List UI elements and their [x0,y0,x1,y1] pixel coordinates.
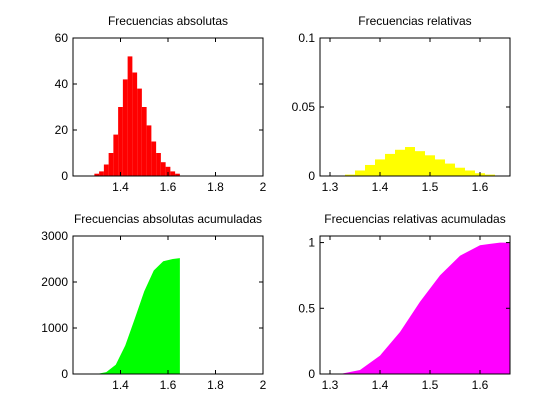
y-tick-label: 0 [61,169,68,183]
y-tick-label: 2000 [41,275,68,289]
chart-panel-3: Frecuencias absolutas acumuladas 1.4 1.6 1.… [41,212,266,392]
bar [175,173,180,176]
x-tick-label: 1.6 [160,378,177,392]
bar [385,153,395,176]
bar [160,162,166,176]
bar [465,170,475,176]
bar [345,174,355,176]
y-tick-label: 0.05 [292,100,316,114]
x-tick-label: 2 [260,180,267,194]
chart-panel-2: Frecuencias relativas 1.3 1.4 1.5 1.6 0 0.05 0.… [292,14,511,194]
y-tick-label: 40 [55,77,69,91]
x-tick-label: 1.6 [160,180,177,194]
bar [485,174,495,176]
bar [137,88,142,176]
area-series [340,242,510,374]
chart-title: Frecuencias relativas [358,14,471,28]
x-tick-label: 1.5 [422,378,439,392]
bar [455,167,465,176]
y-tick-label: 0.5 [298,301,315,315]
chart-panel-4: Frecuencias relativas acumuladas 1.3 1.4 1.… [298,212,511,392]
bar [118,107,123,176]
bar [405,147,415,176]
x-tick-label: 1.5 [422,180,439,194]
bar [415,151,425,176]
bar [355,170,365,176]
bar [146,125,152,176]
chart-title: Frecuencias absolutas acumuladas [74,212,262,226]
x-tick-label: 1.4 [372,378,389,392]
bar [127,56,133,176]
bar [395,149,405,176]
area-series [96,258,180,374]
bar [122,79,128,176]
bar [435,159,445,176]
bar [94,173,100,176]
bar [108,153,114,176]
chart-title: Frecuencias relativas acumuladas [324,212,505,226]
x-tick-label: 1.3 [322,180,339,194]
x-tick-label: 1.8 [207,180,224,194]
bar [165,166,171,176]
bar [156,153,161,176]
y-tick-label: 1000 [41,321,68,335]
bar [141,107,147,176]
bar [170,171,176,176]
y-tick-label: 0 [61,367,68,381]
x-tick-label: 1.4 [112,378,129,392]
x-tick-label: 1.6 [472,378,489,392]
bar [365,164,375,176]
bar [375,159,385,176]
y-tick-label: 1 [308,236,315,250]
x-tick-label: 2 [260,378,267,392]
y-tick-label: 0 [308,367,315,381]
y-tick-label: 20 [55,123,69,137]
axes-box [319,235,511,375]
y-tick-label: 60 [55,31,69,45]
x-tick-label: 1.3 [322,378,339,392]
x-tick-label: 1.8 [207,378,224,392]
bar [99,171,104,176]
y-tick-label: 3000 [41,229,68,243]
bar [113,134,119,176]
bar [425,155,435,176]
bar [445,163,455,176]
y-tick-label: 0 [308,169,315,183]
x-tick-label: 1.6 [472,180,489,194]
bar [103,164,109,176]
bar [151,141,157,176]
x-tick-label: 1.4 [112,180,129,194]
axes-box [72,37,264,177]
x-tick-label: 1.4 [372,180,389,194]
bar [132,72,138,176]
y-tick-label: 0.1 [298,31,315,45]
chart-title: Frecuencias absolutas [108,14,228,28]
